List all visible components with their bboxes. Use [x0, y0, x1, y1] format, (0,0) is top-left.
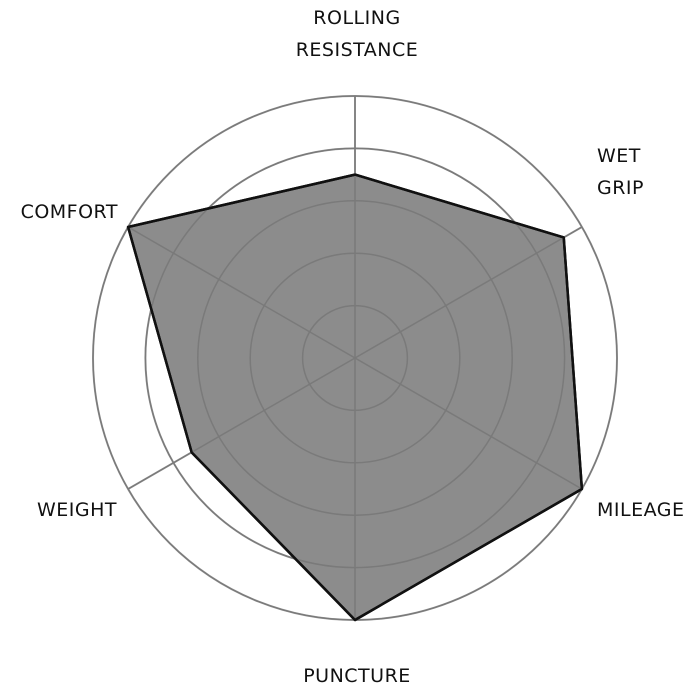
grid-ring-overlay	[144, 147, 566, 569]
axis-label: WET GRIP	[597, 145, 644, 199]
grid-ring-overlay	[249, 252, 461, 464]
axis-spoke-overlay	[127, 226, 356, 359]
grid-ring-overlay	[197, 200, 513, 516]
axis-label: WEIGHT	[36, 499, 117, 521]
radar-outline	[126, 173, 584, 622]
axis-spoke-overlay	[354, 226, 583, 359]
grid-ring-overlay	[301, 304, 409, 412]
axis-label: COMFORT	[20, 201, 118, 223]
axis-spoke-overlay	[127, 357, 356, 490]
axis-label: PUNCTURE RESISTANCE	[296, 665, 418, 700]
axis-label: MILEAGE	[597, 499, 685, 521]
axis-label: ROLLING RESISTANCE	[295, 7, 419, 61]
axis-spoke-overlay	[354, 357, 583, 490]
